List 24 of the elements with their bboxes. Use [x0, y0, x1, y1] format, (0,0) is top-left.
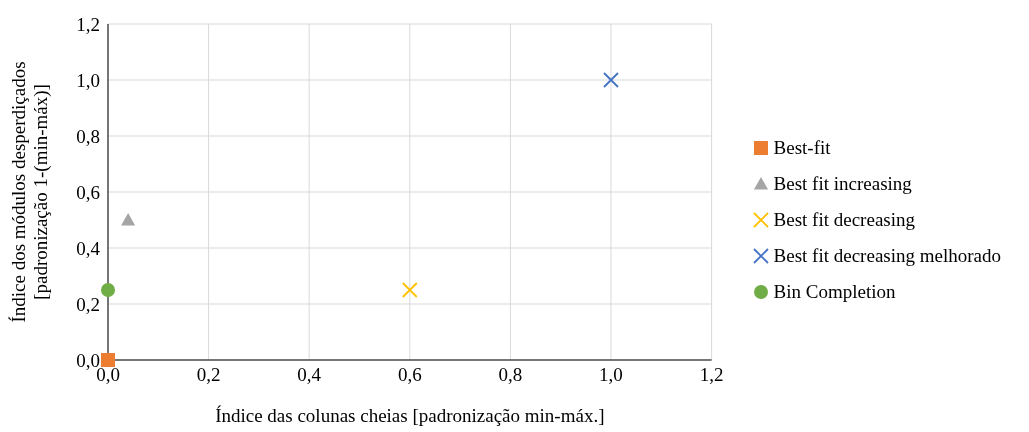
x-tick-label: 0,6 [397, 364, 422, 386]
legend-label: Best fit decreasing [773, 209, 915, 231]
point [401, 282, 418, 298]
y-tick-label: 0,6 [76, 181, 100, 203]
legend-label: Best-fit [773, 137, 831, 159]
x-axis-title: Índice das colunas cheias [padronização min-máx.] [215, 405, 605, 426]
point [121, 213, 136, 226]
y-tick-label: 1,0 [76, 69, 100, 91]
legend-label: Best fit increasing [773, 173, 912, 195]
y-tick-label: 0,8 [76, 125, 100, 147]
x-tick-label: 1,0 [599, 364, 623, 386]
point [101, 353, 115, 367]
point [603, 72, 619, 88]
x-tick-label: 0,2 [196, 364, 221, 386]
y-axis-title: Índice dos módulos desperdiçados [padronização 1-(min-máx)] [8, 61, 52, 323]
x-tick-label: 0,8 [498, 364, 523, 386]
x-tick-label: 0,4 [297, 364, 322, 386]
y-tick-label: 0,2 [76, 293, 100, 315]
legend-label: Best fit decreasing melhorado [773, 245, 1001, 267]
y-tick-label: 1,2 [76, 13, 100, 35]
x-tick-label: 1,2 [699, 364, 724, 386]
point [101, 283, 115, 297]
y-tick-label: 0,4 [76, 237, 101, 259]
legend-label: Bin Completion [773, 281, 896, 303]
